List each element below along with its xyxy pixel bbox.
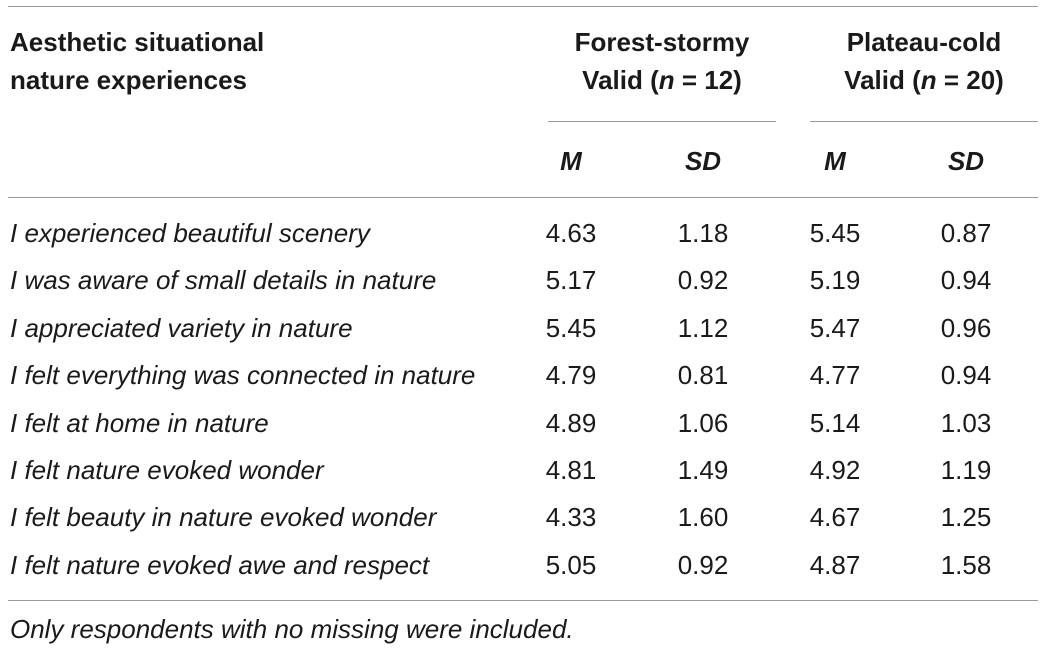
row-label: I experienced beautiful scenery [10,218,370,248]
value-plateau-m: 5.14 [809,408,861,438]
value-forest-sd: 1.49 [677,455,729,485]
value-forest-m: 4.79 [545,360,597,390]
value-forest-sd: 1.12 [677,313,729,343]
value-plateau-m: 4.67 [809,502,861,532]
value-plateau-sd: 0.94 [940,360,992,390]
value-plateau-sd: 1.58 [940,550,992,580]
value-forest-m: 4.63 [545,218,597,248]
stat-label-forest-sd: SD [684,146,722,176]
row-label: I felt at home in nature [10,408,269,438]
value-plateau-m: 5.45 [809,218,861,248]
row-label: I felt everything was connected in natur… [10,360,476,390]
valid-prefix: Valid ( [582,65,659,95]
value-forest-sd: 0.92 [677,550,729,580]
value-plateau-m: 5.19 [809,265,861,295]
value-forest-sd: 1.06 [677,408,729,438]
stat-label-plateau-sd: SD [947,146,985,176]
value-plateau-m: 5.47 [809,313,861,343]
stat-label-plateau-m: M [824,146,846,176]
n-symbol: n [658,65,675,95]
value-forest-m: 5.45 [545,313,597,343]
group-header-plateau: Plateau-cold Valid (n = 20) [790,23,1044,99]
value-forest-sd: 0.81 [677,360,729,390]
value-plateau-sd: 0.87 [940,218,992,248]
row-label: I felt nature evoked awe and respect [10,550,430,580]
row-header-line-1: Aesthetic situational [10,27,265,57]
value-plateau-m: 4.77 [809,360,861,390]
header-bottom-rule [8,197,1038,198]
row-header-line-2: nature experiences [10,65,248,95]
value-forest-sd: 1.18 [677,218,729,248]
body-bottom-rule [8,600,1038,601]
group-valid: Valid (n = 20) [790,61,1044,99]
valid-suffix: = 20) [936,65,1004,95]
row-label: I was aware of small details in nature [10,265,437,295]
group-valid: Valid (n = 12) [528,61,796,99]
group-name: Plateau-cold [846,27,1002,57]
table-footnote: Only respondents with no missing were in… [10,614,574,644]
valid-prefix: Valid ( [844,65,921,95]
value-forest-m: 5.05 [545,550,597,580]
row-label: I felt nature evoked wonder [10,455,324,485]
valid-suffix: = 12) [674,65,742,95]
value-forest-sd: 0.92 [677,265,729,295]
value-forest-m: 4.89 [545,408,597,438]
row-label: I felt beauty in nature evoked wonder [10,502,437,532]
top-rule [8,6,1038,7]
value-plateau-m: 4.87 [809,550,861,580]
value-plateau-sd: 1.03 [940,408,992,438]
group-rule-forest [548,121,776,122]
stat-label-forest-m: M [560,146,582,176]
value-plateau-sd: 0.94 [940,265,992,295]
group-name: Forest-stormy [574,27,750,57]
row-label: I appreciated variety in nature [10,313,353,343]
value-plateau-sd: 0.96 [940,313,992,343]
value-plateau-sd: 1.19 [940,455,992,485]
value-plateau-m: 4.92 [809,455,861,485]
value-forest-sd: 1.60 [677,502,729,532]
value-forest-m: 4.81 [545,455,597,485]
value-plateau-sd: 1.25 [940,502,992,532]
group-header-forest: Forest-stormy Valid (n = 12) [528,23,796,99]
value-forest-m: 5.17 [545,265,597,295]
group-rule-plateau [810,121,1038,122]
value-forest-m: 4.33 [545,502,597,532]
n-symbol: n [920,65,937,95]
